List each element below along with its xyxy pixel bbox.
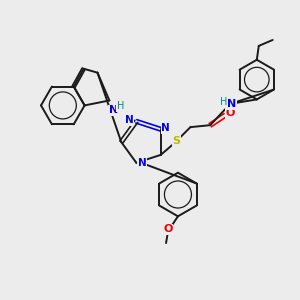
Text: N: N [109, 105, 118, 116]
Text: N: N [138, 158, 147, 168]
Text: O: O [225, 108, 235, 118]
Text: N: N [227, 99, 237, 110]
Text: H: H [220, 98, 228, 107]
Text: H: H [117, 101, 124, 111]
Text: O: O [163, 224, 173, 234]
Text: N: N [161, 123, 170, 133]
Text: S: S [172, 136, 181, 146]
Text: N: N [125, 116, 134, 125]
